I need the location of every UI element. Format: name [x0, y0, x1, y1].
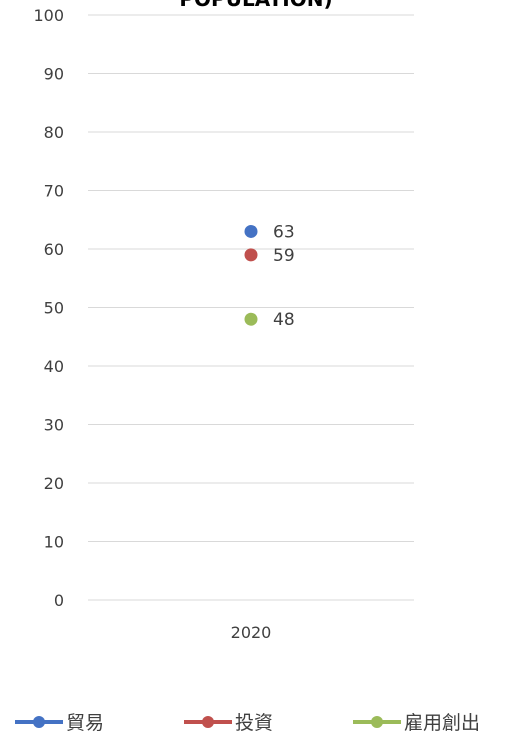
y-tick-label: 100: [33, 6, 64, 25]
legend-dot: [33, 715, 45, 728]
data-label: 48: [273, 310, 295, 330]
legend-marker: [184, 715, 232, 728]
x-axis: 2020: [231, 623, 272, 642]
legend-label: 投資: [235, 712, 274, 734]
point-投資: [244, 248, 258, 262]
chart-title: POPULATION): [179, 0, 332, 11]
y-tick-label: 60: [44, 240, 64, 259]
point-貿易: [244, 224, 258, 238]
legend-item: 雇用創出: [352, 708, 480, 735]
data-label: 63: [273, 222, 295, 242]
y-tick-label: 20: [44, 474, 64, 493]
legend-marker: [15, 715, 63, 728]
legend: 貿易 投資 雇用創出: [0, 700, 526, 740]
legend-dot: [202, 715, 214, 728]
point-雇用創出: [244, 312, 258, 326]
legend-label: 貿易: [66, 712, 105, 734]
y-tick-label: 40: [44, 357, 64, 376]
y-tick-label: 30: [44, 416, 64, 435]
legend-label: 雇用創出: [404, 712, 481, 734]
y-axis: 0 10 20 30 40 50 60 70 80 90 100: [33, 6, 64, 610]
legend-dot: [371, 715, 383, 728]
y-tick-label: 80: [44, 123, 64, 142]
y-tick-label: 50: [44, 299, 64, 318]
y-tick-label: 70: [44, 182, 64, 201]
y-tick-label: 90: [44, 65, 64, 84]
x-tick-label: 2020: [231, 623, 272, 642]
gridlines: [88, 14, 414, 601]
y-tick-label: 0: [54, 591, 64, 610]
data-points: 63 59 48: [244, 222, 295, 330]
legend-item: 貿易: [14, 708, 104, 735]
legend-item: 投資: [183, 708, 273, 735]
data-label: 59: [273, 246, 295, 266]
y-tick-label: 10: [44, 533, 64, 552]
legend-marker: [353, 715, 401, 728]
